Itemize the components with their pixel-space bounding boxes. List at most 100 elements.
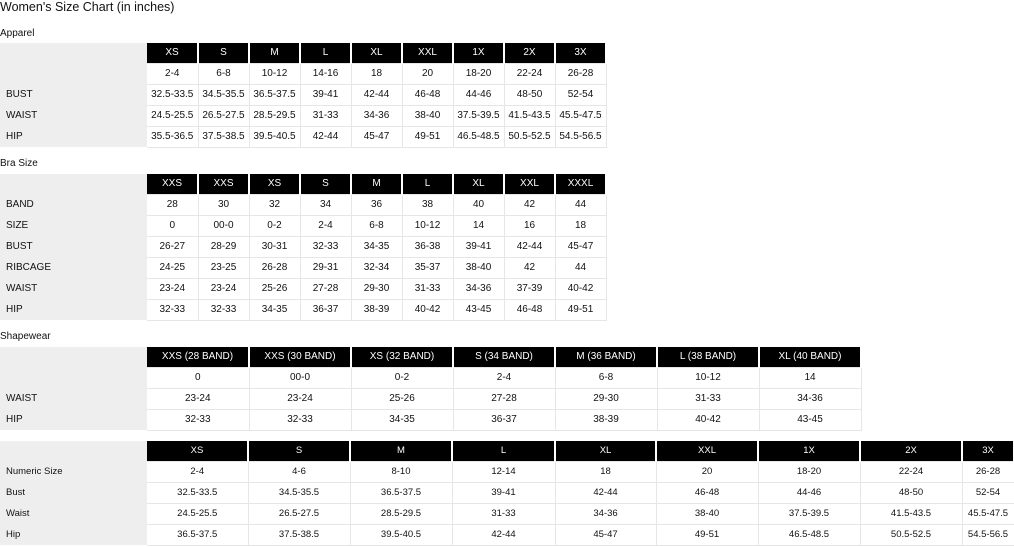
table-cell: 48-50 [504, 84, 556, 106]
table-cell: 34-36 [453, 278, 505, 300]
table-cell: 26.5-27.5 [248, 503, 351, 525]
table-cell: 38-40 [656, 503, 759, 525]
table-cell: 42-44 [504, 236, 556, 258]
row-label: BUST [0, 236, 147, 257]
table-cell: 32-33 [300, 236, 352, 258]
column-header: XS [249, 174, 301, 195]
table-cell: 2-4 [147, 63, 199, 85]
table-cell: 37.5-39.5 [453, 105, 505, 127]
column-header: XS [147, 43, 199, 64]
table-row: BUST 32.5-33.5 34.5-35.5 36.5-37.5 39-41 42-4… [0, 84, 607, 106]
table-cell: 20 [656, 461, 759, 483]
table-cell: 28 [147, 194, 199, 216]
table-cell: 45-47 [351, 126, 403, 148]
column-header: XL [351, 43, 403, 64]
table-cell: 18 [351, 63, 403, 85]
row-label: HIP [0, 299, 147, 320]
column-header: 1X [453, 43, 505, 64]
table-cell: 28-29 [198, 236, 250, 258]
column-header: S [198, 43, 250, 64]
table-row: Numeric Size 2-4 4-6 8-10 12-14 18 20 18-20 22-2… [0, 461, 1014, 483]
table-row: WAIST 24.5-25.5 26.5-27.5 28.5-29.5 31-33 34-… [0, 105, 607, 127]
column-header: XXS (28 BAND) [147, 347, 250, 368]
row-label: SIZE [0, 215, 147, 236]
table-cell: 32-34 [351, 257, 403, 279]
row-label-cell [0, 174, 147, 194]
column-header: XL [555, 441, 657, 462]
table-cell: 35-37 [402, 257, 454, 279]
table-row: RIBCAGE 24-25 23-25 26-28 29-31 32-34 35-37 38-… [0, 257, 607, 279]
table-row: HIP 32-33 32-33 34-35 36-37 38-39 40-42 43-45 46… [0, 299, 607, 321]
column-header: XXXL [555, 174, 607, 195]
table-cell: 42-44 [351, 84, 403, 106]
table-header-row: XXS (28 BAND) XXS (30 BAND) XS (32 BAND) S … [0, 347, 862, 368]
table-cell: 36.5-37.5 [350, 482, 453, 504]
column-header: XXS [147, 174, 199, 195]
row-label: WAIST [0, 105, 147, 126]
table-cell: 48-50 [860, 482, 963, 504]
table-cell: 23-25 [198, 257, 250, 279]
table-cell: 0-2 [351, 367, 454, 389]
table-cell: 18 [555, 215, 607, 237]
table-cell: 25-26 [351, 388, 454, 410]
table-cell: 32.5-33.5 [147, 84, 199, 106]
bra-size-size-table: XXS XXS XS S M L XL XXL XXXL BAND 28 30 32 34 36 38 40 42… [0, 174, 607, 321]
table-row: Waist 24.5-25.5 26.5-27.5 28.5-29.5 31-33 34-… [0, 503, 1014, 525]
table-cell: 2-4 [300, 215, 352, 237]
table-cell: 43-45 [453, 299, 505, 321]
table-cell: 34-35 [351, 236, 403, 258]
row-label: BUST [0, 84, 147, 105]
table-cell: 0 [147, 215, 199, 237]
table-row: SIZE 0 00-0 0-2 2-4 6-8 10-12 14 16 18 [0, 215, 607, 237]
table-cell: 38-39 [351, 299, 403, 321]
table-cell: 14 [453, 215, 505, 237]
table-cell: 18-20 [758, 461, 861, 483]
column-header: XXL [402, 43, 454, 64]
table-cell: 16 [504, 215, 556, 237]
table-cell: 44-46 [453, 84, 505, 106]
row-label-cell [0, 441, 147, 461]
table-cell: 38-40 [402, 105, 454, 127]
table-cell: 8-10 [350, 461, 453, 483]
table-cell: 31-33 [300, 105, 352, 127]
table-cell: 46-48 [402, 84, 454, 106]
table-cell: 24.5-25.5 [147, 503, 249, 525]
table-row: BAND 28 30 32 34 36 38 40 42 44 [0, 194, 607, 216]
column-header: XL [453, 174, 505, 195]
row-label: Numeric Size [0, 461, 147, 482]
table-header-row: XS S M L XL XXL 1X 2X 3X [0, 43, 607, 64]
table-cell: 50.5-52.5 [860, 524, 963, 546]
table-cell: 41.5-43.5 [860, 503, 963, 525]
table-cell: 32 [249, 194, 301, 216]
table-cell: 39.5-40.5 [249, 126, 301, 148]
table-cell: 31-33 [402, 278, 454, 300]
column-header: L [402, 174, 454, 195]
table-cell: 6-8 [198, 63, 250, 85]
table-cell: 36-38 [402, 236, 454, 258]
table-cell: 23-24 [147, 388, 250, 410]
table-cell: 38 [402, 194, 454, 216]
table-cell: 26-28 [962, 461, 1014, 483]
row-label: HIP [0, 126, 147, 147]
row-label: WAIST [0, 388, 147, 409]
table-cell: 39-41 [453, 236, 505, 258]
table-cell: 32-33 [147, 409, 250, 431]
column-header: XXL [504, 174, 556, 195]
column-header: S [300, 174, 352, 195]
table-header-row: XS S M L XL XXL 1X 2X 3X [0, 441, 1014, 462]
section-heading-bra-size: Bra Size [0, 158, 38, 169]
table-cell: 30-31 [249, 236, 301, 258]
table-row: Hip 36.5-37.5 37.5-38.5 39.5-40.5 42-44 45-47… [0, 524, 1014, 546]
table-cell: 34-36 [555, 503, 657, 525]
table-cell: 41.5-43.5 [504, 105, 556, 127]
table-cell: 36 [351, 194, 403, 216]
table-cell: 52-54 [555, 84, 607, 106]
table-cell: 54.5-56.5 [555, 126, 607, 148]
table-cell: 39.5-40.5 [350, 524, 453, 546]
row-label-cell [0, 43, 147, 63]
table-cell: 2-4 [453, 367, 556, 389]
table-cell: 32-33 [147, 299, 199, 321]
table-cell: 30 [198, 194, 250, 216]
table-cell: 0 [147, 367, 250, 389]
table-cell: 23-24 [198, 278, 250, 300]
